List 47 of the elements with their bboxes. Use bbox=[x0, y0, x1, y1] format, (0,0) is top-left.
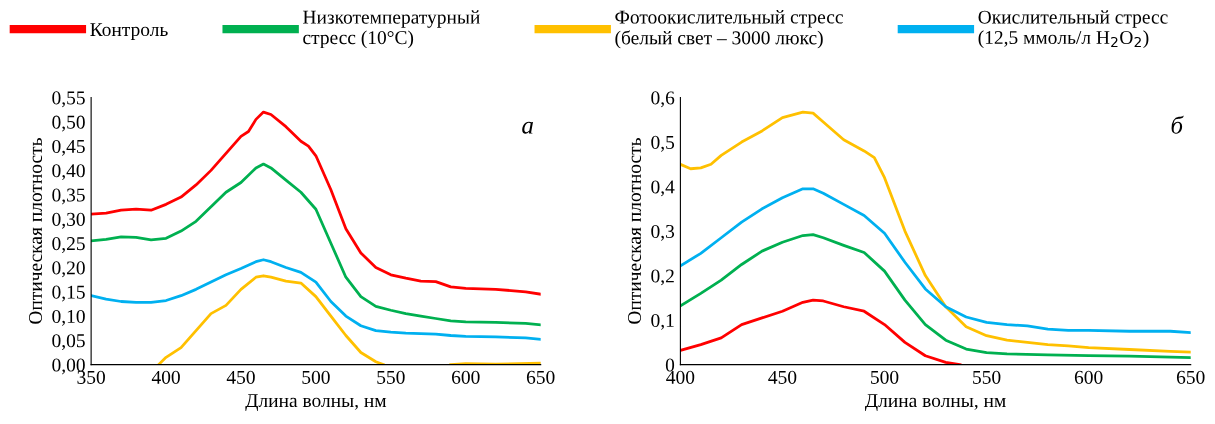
x-tick-label: 550 bbox=[377, 370, 405, 384]
y-tick-label: 0,05 bbox=[52, 334, 85, 351]
x-tick-label: 500 bbox=[302, 370, 330, 384]
y-axis-title: Оптическая плотность bbox=[627, 138, 642, 324]
x-axis-title: Длина волны, нм bbox=[245, 394, 387, 412]
y-tick-label: 0,35 bbox=[52, 188, 85, 205]
y-axis-title: Оптическая плотность bbox=[28, 138, 43, 324]
line-series bbox=[91, 258, 541, 341]
x-tick-label: 600 bbox=[452, 370, 480, 384]
legend-label: Низкотемпературный стресс (10°C) bbox=[303, 10, 480, 49]
y-tick-label: 0,30 bbox=[52, 212, 85, 229]
y-tick-label: 0,20 bbox=[52, 261, 85, 278]
legend-label: Окислительный стресс (12,5 ммоль/л H$_{2}$O$_{2}$) bbox=[978, 10, 1168, 48]
annotation: а bbox=[522, 121, 533, 134]
legend-label: Контроль bbox=[90, 23, 168, 41]
x-tick-label: 400 bbox=[151, 370, 180, 384]
line-series bbox=[91, 110, 541, 296]
y-tick-label: 0,6 bbox=[651, 91, 675, 108]
x-tick-label: 650 bbox=[526, 370, 555, 384]
line-series bbox=[680, 233, 1191, 359]
y-tick-label: 0,55 bbox=[52, 91, 85, 108]
x-tick-label: 500 bbox=[871, 370, 899, 384]
y-tick-label: 0,40 bbox=[52, 164, 85, 181]
line-series bbox=[680, 298, 962, 365]
x-tick-label: 600 bbox=[1074, 370, 1103, 384]
legend-label: Фотоокислительный стресс (белый свет – 3000 люкс) bbox=[615, 10, 843, 49]
y-tick-label: 0,25 bbox=[52, 237, 85, 253]
annotation: б bbox=[1171, 115, 1184, 134]
line-series bbox=[91, 162, 541, 327]
y-tick-label: 0,5 bbox=[651, 135, 675, 152]
x-tick-label: 450 bbox=[226, 370, 255, 384]
x-tick-label: 550 bbox=[973, 370, 1001, 384]
x-tick-label: 400 bbox=[666, 370, 695, 384]
y-tick-label: 0,3 bbox=[651, 224, 675, 241]
x-tick-label: 450 bbox=[768, 370, 797, 384]
x-tick-label: 650 bbox=[1176, 370, 1205, 384]
line-series bbox=[680, 110, 1191, 354]
y-tick-label: 0,1 bbox=[651, 313, 674, 330]
y-tick-label: 0 bbox=[665, 358, 675, 372]
y-tick-label: 0,2 bbox=[651, 269, 674, 286]
y-tick-label: 0,4 bbox=[651, 180, 675, 197]
x-axis-title: Длина волны, нм bbox=[864, 394, 1006, 412]
line-series bbox=[680, 187, 1191, 334]
y-tick-label: 0,15 bbox=[52, 285, 85, 302]
y-tick-label: 0,10 bbox=[52, 309, 85, 326]
y-tick-label: 0,50 bbox=[52, 115, 85, 132]
y-tick-label: 0,45 bbox=[52, 139, 85, 156]
